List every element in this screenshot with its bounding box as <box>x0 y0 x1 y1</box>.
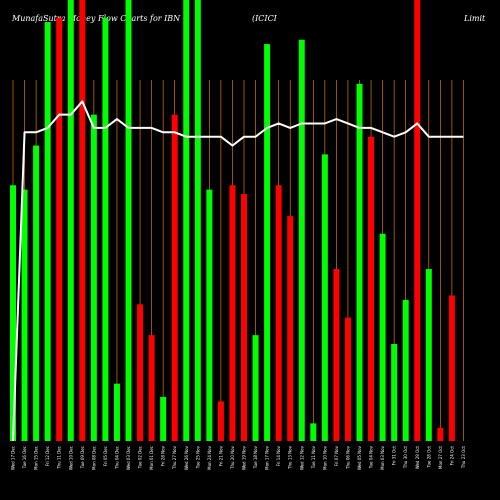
x-tick-label: Wed 19 Nov <box>242 445 247 470</box>
bar <box>113 383 120 441</box>
x-tick-label: Wed 26 Nov <box>184 445 189 470</box>
x-tick-label: Thu 06 Nov <box>345 445 350 470</box>
x-tick-label: Tue 16 Dec <box>22 446 27 469</box>
x-tick-label: Thu 04 Dec <box>114 446 119 470</box>
bar <box>21 189 28 441</box>
chart-title-mid: (ICICI <box>252 14 278 23</box>
bars <box>10 0 455 442</box>
bar <box>171 114 178 441</box>
x-tick-label: Fri 31 Oct <box>392 446 397 466</box>
x-tick-label: Fri 21 Nov <box>218 445 223 466</box>
bar <box>10 185 16 441</box>
bar <box>183 0 190 441</box>
x-tick-label: Thu 13 Nov <box>288 445 293 470</box>
series-line <box>12 100 464 442</box>
x-tick-label: Fri 24 Oct <box>449 446 454 466</box>
bar <box>379 233 386 441</box>
x-tick-label: Tue 04 Nov <box>369 445 374 469</box>
bar <box>102 17 109 441</box>
x-tick-label: Mon 10 Nov <box>322 445 327 470</box>
x-tick-label: Mon 17 Nov <box>265 445 270 470</box>
bar <box>217 401 224 441</box>
bar <box>241 194 247 441</box>
x-tick-label: Thu 23 Oct <box>461 446 466 469</box>
x-tick-labels: Wed 17 Dec Tue 16 Dec Mon 15 Dec Fri 12 Dec… <box>11 445 466 470</box>
x-tick-label: Tue 28 Oct <box>426 446 431 469</box>
x-tick-label: Thu 27 Nov <box>172 445 177 470</box>
x-tick-label: Thu 30 Oct <box>403 446 408 469</box>
bar <box>44 22 51 442</box>
x-tick-label: Fri 28 Nov <box>161 445 166 466</box>
chart-title-left: MunafaSutra Money Flow Charts for IBN <box>11 14 181 23</box>
x-tick-label: Fri 07 Nov <box>334 445 339 466</box>
bar <box>252 335 259 441</box>
x-tick-label: Fri 14 Nov <box>276 445 281 466</box>
x-tick-label: Thu 20 Nov <box>230 445 235 470</box>
x-tick-label: Wed 03 Dec <box>126 446 131 470</box>
bar <box>67 0 74 441</box>
x-tick-label: Mon 27 Oct <box>438 446 443 469</box>
bar <box>287 216 294 441</box>
bar <box>402 299 409 441</box>
bar <box>356 83 363 441</box>
bar <box>79 0 86 441</box>
x-tick-label: Mon 03 Nov <box>380 445 385 470</box>
bar <box>437 427 444 441</box>
chart-title-right: Limit <box>463 14 486 23</box>
bar <box>298 39 305 441</box>
bar <box>368 136 375 441</box>
x-tick-label: Thu 11 Dec <box>57 446 62 470</box>
x-tick-label: Wed 10 Dec <box>68 446 73 470</box>
x-tick-label: Fri 12 Dec <box>45 446 50 466</box>
x-tick-label: Tue 11 Nov <box>311 445 316 469</box>
bar <box>425 269 432 441</box>
bar <box>264 44 271 441</box>
bar <box>137 304 144 441</box>
x-tick-label: Tue 09 Dec <box>80 446 85 469</box>
bar <box>33 145 40 441</box>
bar <box>90 114 97 441</box>
bar <box>333 269 340 441</box>
x-tick-label: Mon 15 Dec <box>34 446 39 470</box>
bar <box>160 396 167 441</box>
bar <box>206 189 213 441</box>
bar <box>448 295 455 441</box>
bar <box>194 0 201 441</box>
x-tick-label: Tue 02 Dec <box>138 446 143 469</box>
bar <box>148 335 155 441</box>
x-tick-label: Fri 05 Dec <box>103 446 108 466</box>
x-tick-label: Wed 05 Nov <box>357 445 362 470</box>
x-tick-label: Wed 12 Nov <box>299 445 304 470</box>
bar <box>321 154 328 441</box>
bar <box>229 185 236 441</box>
x-tick-label: Wed 17 Dec <box>11 446 16 470</box>
x-tick-label: Mon 08 Dec <box>91 446 96 470</box>
x-tick-label: Wed 29 Oct <box>415 446 420 470</box>
line-series <box>12 100 464 442</box>
bar <box>56 17 63 441</box>
x-tick-label: Mon 24 Nov <box>207 445 212 470</box>
bar <box>275 185 282 441</box>
bar <box>391 343 398 441</box>
x-tick-label: Tue 25 Nov <box>195 445 200 469</box>
bar <box>125 0 132 441</box>
bar <box>310 423 317 441</box>
bar <box>344 317 351 441</box>
x-tick-label: Tue 18 Nov <box>253 445 258 469</box>
x-tick-label: Mon 01 Dec <box>149 446 154 470</box>
bar <box>414 0 421 441</box>
